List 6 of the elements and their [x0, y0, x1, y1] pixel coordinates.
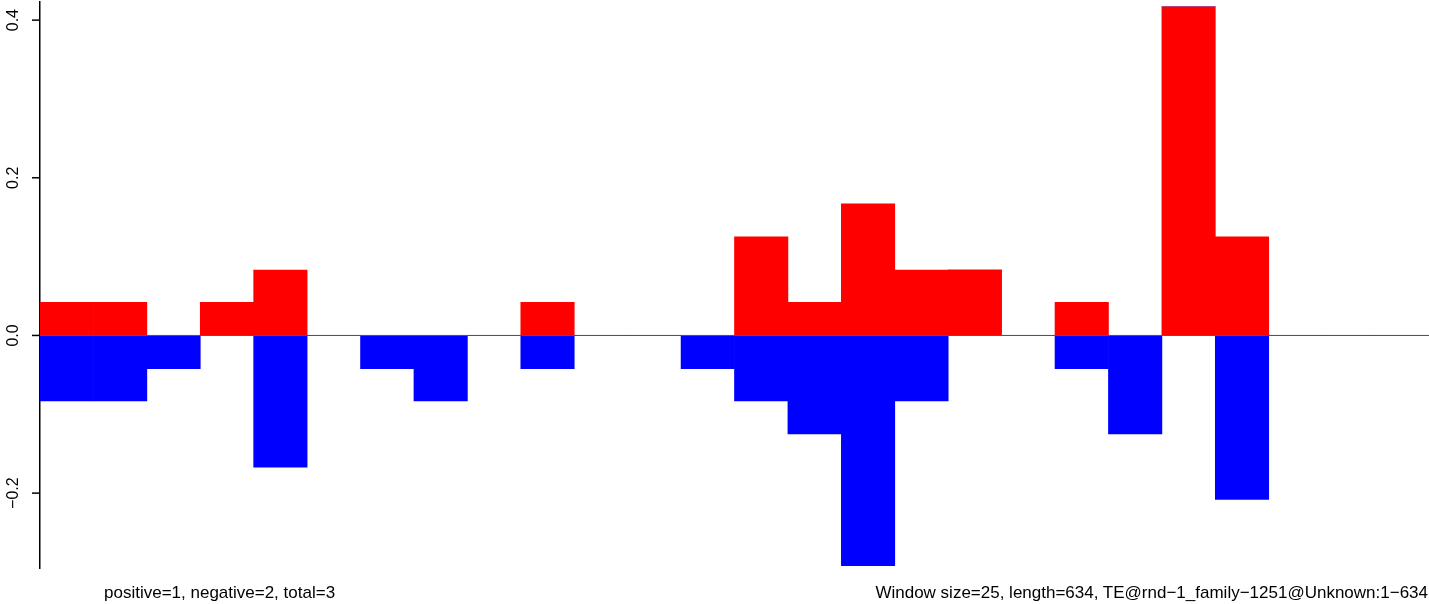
text: Window size=25, length=634, TE@rnd−1_family−1251@Unknown:1−634: [875, 583, 1428, 602]
y-tick-label: −0.2: [4, 477, 22, 509]
y-tick-label: 0.4: [4, 8, 22, 32]
y-tick-label: 0.0: [4, 324, 22, 347]
y-tick-label: 0.2: [4, 166, 22, 189]
text: positive=1, negative=2, total=3: [104, 583, 336, 602]
